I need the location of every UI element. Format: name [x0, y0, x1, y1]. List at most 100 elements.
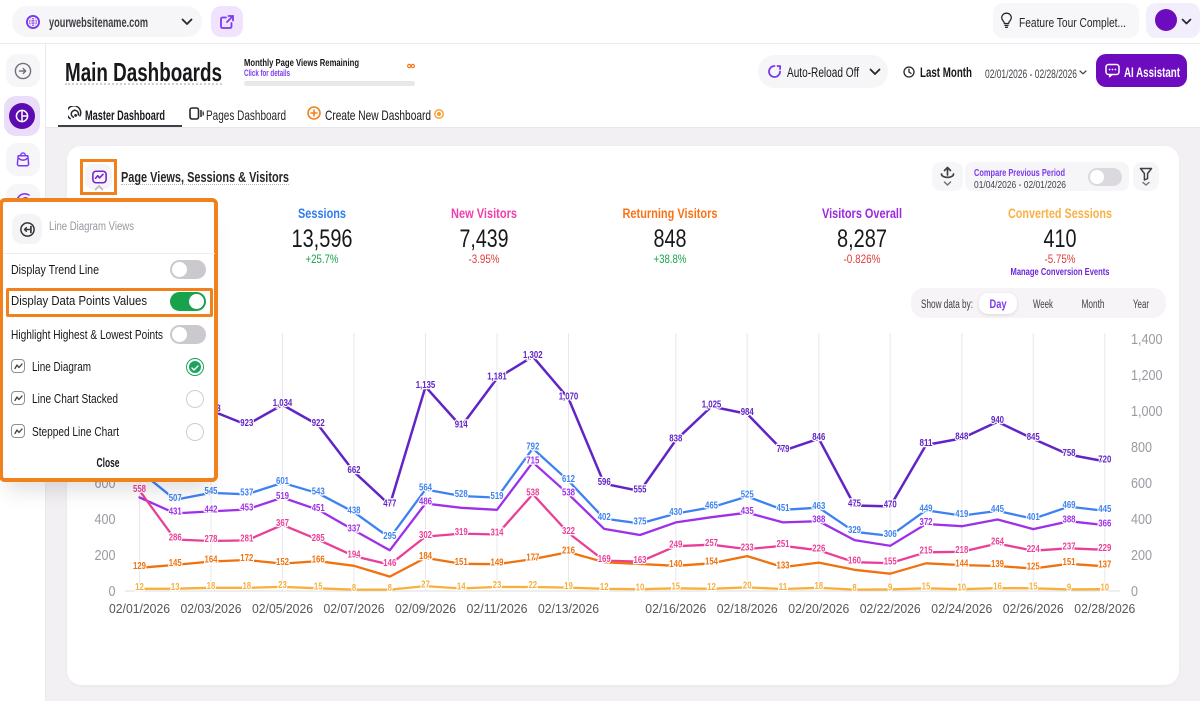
svg-text:9: 9: [1067, 583, 1072, 594]
svg-text:306: 306: [884, 529, 897, 540]
svg-text:163: 163: [634, 555, 647, 566]
svg-text:1,000: 1,000: [1131, 404, 1163, 420]
svg-text:200: 200: [95, 548, 116, 564]
svg-text:470: 470: [884, 500, 897, 511]
svg-text:200: 200: [1131, 548, 1152, 564]
svg-text:400: 400: [95, 512, 116, 528]
svg-text:442: 442: [205, 505, 218, 516]
svg-text:140: 140: [669, 559, 682, 570]
svg-text:601: 601: [276, 476, 289, 487]
svg-text:15: 15: [922, 582, 931, 593]
svg-text:451: 451: [312, 503, 325, 514]
svg-text:264: 264: [991, 537, 1004, 548]
svg-text:779: 779: [777, 444, 790, 455]
svg-text:469: 469: [1063, 500, 1076, 511]
svg-text:02/26/2026: 02/26/2026: [1003, 602, 1064, 616]
svg-text:845: 845: [1027, 432, 1040, 443]
svg-text:388: 388: [1063, 514, 1076, 525]
svg-text:151: 151: [455, 557, 468, 568]
svg-text:02/16/2026: 02/16/2026: [645, 602, 706, 616]
svg-text:16: 16: [993, 581, 1002, 592]
svg-text:319: 319: [455, 527, 468, 538]
svg-text:848: 848: [955, 432, 968, 443]
svg-text:216: 216: [562, 545, 575, 556]
svg-text:302: 302: [419, 530, 432, 541]
svg-text:600: 600: [1131, 476, 1152, 492]
svg-text:543: 543: [312, 487, 325, 498]
svg-text:224: 224: [1027, 544, 1040, 555]
svg-text:139: 139: [991, 559, 1004, 570]
svg-text:1,034: 1,034: [273, 398, 293, 409]
svg-text:02/11/2026: 02/11/2026: [467, 602, 528, 616]
svg-text:164: 164: [205, 555, 218, 566]
svg-text:172: 172: [240, 553, 253, 564]
svg-text:145: 145: [169, 558, 182, 569]
svg-text:10: 10: [636, 582, 645, 593]
svg-text:430: 430: [669, 507, 682, 518]
svg-text:129: 129: [133, 561, 146, 572]
svg-text:02/13/2026: 02/13/2026: [538, 602, 599, 616]
svg-text:151: 151: [1063, 557, 1076, 568]
svg-text:449: 449: [920, 503, 933, 514]
svg-text:257: 257: [705, 538, 718, 549]
svg-text:596: 596: [598, 477, 611, 488]
svg-text:19: 19: [564, 581, 573, 592]
svg-text:20: 20: [743, 581, 752, 592]
svg-text:249: 249: [669, 539, 682, 550]
svg-text:251: 251: [777, 539, 790, 550]
svg-text:215: 215: [920, 546, 933, 557]
svg-text:519: 519: [491, 491, 504, 502]
svg-text:15: 15: [671, 582, 680, 593]
svg-text:463: 463: [812, 501, 825, 512]
svg-text:160: 160: [848, 555, 861, 566]
svg-text:402: 402: [598, 512, 611, 523]
svg-text:02/07/2026: 02/07/2026: [324, 602, 385, 616]
svg-text:10: 10: [957, 582, 966, 593]
svg-text:218: 218: [955, 545, 968, 556]
svg-text:400: 400: [1131, 512, 1152, 528]
svg-text:451: 451: [777, 503, 790, 514]
svg-text:02/01/2026: 02/01/2026: [109, 602, 170, 616]
svg-text:431: 431: [169, 507, 182, 518]
svg-text:1,302: 1,302: [523, 350, 543, 361]
svg-text:367: 367: [276, 518, 289, 529]
svg-text:538: 538: [562, 487, 575, 498]
svg-text:612: 612: [562, 474, 575, 485]
svg-text:229: 229: [1098, 543, 1111, 554]
svg-text:12: 12: [135, 582, 144, 593]
svg-text:177: 177: [526, 552, 539, 563]
svg-text:23: 23: [493, 580, 502, 591]
svg-text:758: 758: [1063, 448, 1076, 459]
svg-text:0: 0: [1131, 584, 1138, 600]
svg-text:02/05/2026: 02/05/2026: [252, 602, 313, 616]
svg-text:372: 372: [920, 517, 933, 528]
svg-text:02/20/2026: 02/20/2026: [788, 602, 849, 616]
svg-text:18: 18: [814, 581, 823, 592]
svg-text:0: 0: [109, 584, 116, 600]
svg-text:914: 914: [455, 420, 468, 431]
svg-text:237: 237: [1063, 542, 1076, 553]
svg-text:984: 984: [741, 407, 754, 418]
svg-text:169: 169: [598, 554, 611, 565]
svg-text:1,400: 1,400: [1131, 332, 1163, 348]
svg-text:194: 194: [348, 549, 361, 560]
svg-text:715: 715: [526, 456, 539, 467]
svg-text:155: 155: [884, 556, 897, 567]
svg-text:1,135: 1,135: [416, 380, 436, 391]
svg-text:537: 537: [240, 488, 253, 499]
svg-text:662: 662: [348, 465, 361, 476]
svg-text:23: 23: [278, 580, 287, 591]
svg-text:1,025: 1,025: [702, 400, 722, 411]
svg-text:144: 144: [955, 558, 968, 569]
svg-text:445: 445: [991, 504, 1004, 515]
svg-text:226: 226: [812, 544, 825, 555]
svg-text:375: 375: [634, 517, 647, 528]
svg-text:846: 846: [812, 432, 825, 443]
svg-text:9: 9: [888, 583, 893, 594]
svg-text:465: 465: [705, 501, 718, 512]
svg-text:27: 27: [421, 579, 430, 590]
svg-text:564: 564: [419, 483, 432, 494]
svg-text:366: 366: [1098, 518, 1111, 529]
svg-text:8: 8: [352, 583, 357, 594]
svg-text:02/28/2026: 02/28/2026: [1074, 602, 1135, 616]
